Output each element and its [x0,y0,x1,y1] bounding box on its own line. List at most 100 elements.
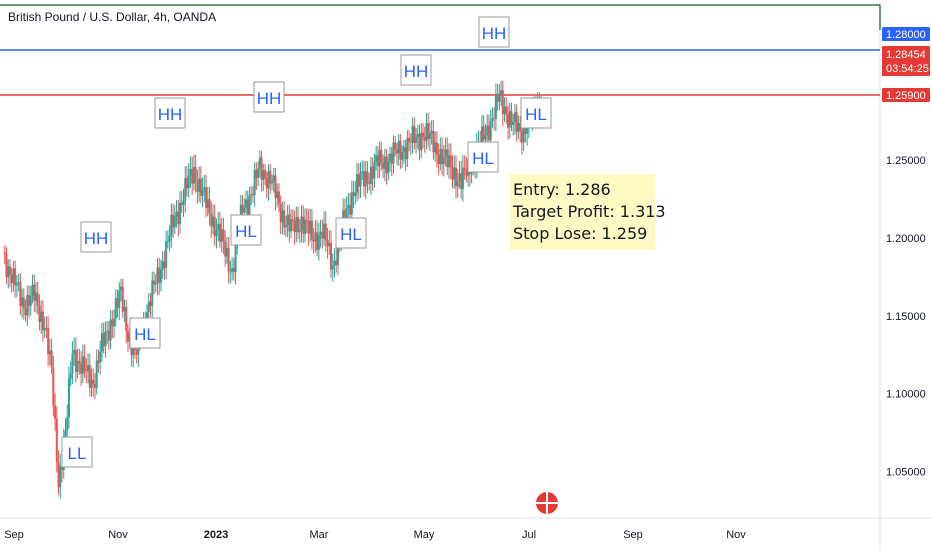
candle-body [172,214,175,228]
candle-body [413,126,416,144]
candle-body [88,365,91,388]
swing-marker-box [154,97,186,129]
candle-body [179,202,182,225]
candle-body [64,430,67,442]
candle-body [168,235,171,242]
candle-body [210,213,213,227]
candle-body [406,138,409,160]
candle-body [71,353,74,374]
candle-body [199,178,202,196]
candle-body [333,260,336,266]
swing-marker-label: HL [525,105,547,124]
candle-body [451,167,454,180]
candle-body [480,126,483,147]
x-tick-label: Jul [522,529,536,541]
candle-body [439,148,442,165]
x-tick-label: Nov [726,529,746,541]
candle-body [156,267,159,284]
candle-body [184,178,187,201]
candle-body [19,282,22,306]
candle-body [326,240,329,247]
candle-body [187,175,190,189]
candle-body [345,208,348,223]
candle-body [501,90,504,115]
candle-body [484,135,487,140]
x-tick-label: May [414,529,435,541]
swing-marker-box [467,141,499,173]
candle-body [387,161,390,174]
candle-body [93,384,96,388]
trade-info-line: Entry: 1.286 [513,180,611,199]
candle-body [526,126,529,134]
candle-body [335,260,338,266]
candle-body [10,275,13,284]
candle-body [73,349,76,354]
candle-body [420,132,423,151]
candle-body [100,333,103,352]
candle-body [428,133,431,139]
candle-body [453,167,456,180]
candle-body [331,265,334,270]
candle-body [321,231,324,239]
candle-body [425,123,428,141]
candle-body [397,140,400,154]
candle-body [34,292,37,301]
swing-marker-label: HL [134,325,156,344]
candle-body [303,219,306,234]
candle-body [194,167,197,183]
candle-body [395,149,398,154]
candle-body [253,169,256,196]
swing-marker-box [61,436,93,468]
candle-body [362,171,365,187]
candle-body [59,466,62,488]
candle-body [80,363,83,374]
candle-body [250,194,253,196]
candle-body [29,296,32,306]
candle-body [343,210,346,223]
candle-body [323,223,326,239]
candle-body [347,204,350,209]
candle-body [366,171,369,183]
candle-body [444,149,447,157]
swing-marker-label: HH [257,89,282,108]
candle-body [52,367,55,406]
candle-body [319,231,322,236]
candle-body [271,181,273,184]
trade-info-line: Target Profit: 1.313 [512,202,666,221]
candle-body [227,248,230,272]
candle-body [189,168,192,176]
candle-body [302,216,305,234]
candle-body [159,269,162,283]
candle-body [90,379,93,388]
swing-marker-label: LL [68,444,87,463]
candle-body [126,330,129,342]
candle-body [418,134,421,151]
candle-body [31,284,34,297]
candle-body [7,266,10,278]
candle-body [373,162,376,179]
candle-body [170,214,173,236]
candle-body [446,149,449,168]
candle-body [244,199,247,208]
candle-body [206,199,209,208]
candle-body [427,123,430,139]
candle-body [165,241,168,268]
candle-body [307,221,310,234]
candle-body [121,286,124,312]
candle-body [493,118,496,120]
candle-body [69,373,72,380]
candle-body [163,261,166,268]
candle-body [208,199,211,214]
candle-body [281,210,284,223]
candle-body [309,220,312,234]
candle-body [180,202,183,206]
candle-body [215,230,218,237]
candle-body [149,301,152,306]
candle-body [12,268,15,284]
candle-body [161,261,164,270]
candle-body [5,253,8,278]
candle-body [166,241,169,243]
candle-body [24,308,27,316]
